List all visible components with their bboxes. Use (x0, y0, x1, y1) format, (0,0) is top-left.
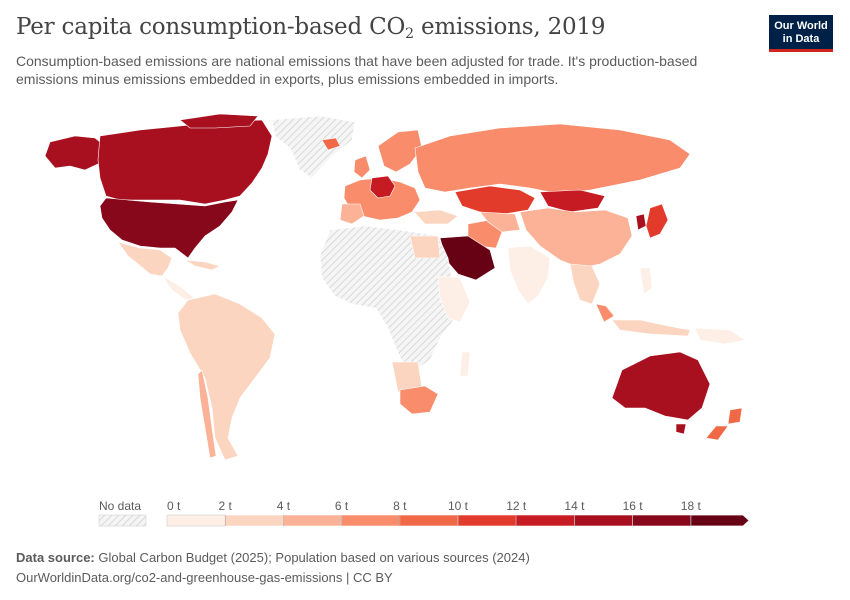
region-papua[interactable] (694, 327, 746, 345)
region-iceland[interactable] (321, 137, 341, 151)
region-russia[interactable] (414, 123, 691, 195)
legend-tick-label: 12 t (506, 499, 527, 513)
region-south-america[interactable] (177, 293, 276, 461)
region-united-states[interactable] (99, 197, 239, 259)
region-uk[interactable] (353, 155, 371, 179)
legend-tick-label: 14 t (564, 499, 585, 513)
legend-tick-label: 16 t (623, 499, 644, 513)
region-africa-east[interactable] (437, 275, 471, 323)
region-canada[interactable] (97, 119, 273, 205)
region-caribbean[interactable] (184, 259, 221, 271)
legend-bin-9[interactable] (690, 514, 750, 527)
region-indonesia[interactable] (611, 319, 691, 337)
legend-tick-label: 18 t (681, 499, 702, 513)
legend-no-data-swatch (98, 514, 147, 527)
legend-bin-4[interactable] (399, 514, 459, 527)
region-mongolia[interactable] (539, 189, 606, 213)
region-africa-north[interactable] (319, 225, 463, 369)
color-legend: No data 0 t 2 t 4 t 6 t 8 t 10 t 12 t 14 t 16 t 1… (98, 499, 750, 527)
region-south-africa[interactable] (399, 385, 439, 415)
legend-tick-label: 6 t (335, 499, 349, 513)
legend-bin-2[interactable] (283, 514, 342, 527)
source-url-link[interactable]: OurWorldinData.org/co2-and-greenhouse-ga… (16, 570, 343, 585)
legend-tick-label: 8 t (393, 499, 407, 513)
legend-bin-8[interactable] (632, 514, 692, 527)
region-alaska[interactable] (44, 135, 106, 171)
legend-tick-label: 0 t (167, 499, 181, 513)
region-australia[interactable] (611, 351, 711, 421)
legend-bin-1[interactable] (224, 514, 284, 527)
footer: Data source: Global Carbon Budget (2025)… (16, 548, 530, 588)
region-kazakhstan[interactable] (454, 185, 536, 215)
legend-bin-0[interactable] (166, 514, 226, 527)
region-southeast-asia[interactable] (569, 263, 601, 305)
legend-bin-3[interactable] (341, 514, 401, 527)
legend-bin-5[interactable] (457, 514, 517, 527)
region-china[interactable] (519, 207, 633, 269)
region-central-asia[interactable] (479, 211, 521, 233)
region-south-korea[interactable] (635, 213, 647, 231)
legend-bin-6[interactable] (515, 514, 575, 527)
region-madagascar[interactable] (459, 351, 471, 377)
region-canada-islands[interactable] (179, 113, 259, 129)
region-japan[interactable] (645, 203, 669, 239)
region-turkey[interactable] (413, 209, 459, 225)
footer-links: OurWorldinData.org/co2-and-greenhouse-ga… (16, 570, 393, 585)
legend-bin-7[interactable] (574, 514, 633, 527)
region-egypt[interactable] (409, 235, 441, 259)
world-map (44, 113, 746, 461)
region-india[interactable] (507, 245, 551, 305)
legend-no-data-label: No data (99, 499, 141, 513)
region-chile[interactable] (197, 369, 217, 459)
region-central-america[interactable] (161, 275, 195, 301)
region-greenland[interactable] (271, 115, 356, 179)
region-iberia[interactable] (339, 203, 365, 225)
legend-tick-label: 2 t (219, 499, 233, 513)
region-tasmania[interactable] (675, 423, 687, 435)
chart-title: Per capita consumption-based CO2 emissio… (16, 14, 606, 42)
legend-tick-label: 4 t (277, 499, 291, 513)
region-germany[interactable] (369, 175, 396, 199)
logo-line-1: Our World (774, 20, 828, 32)
logo-line-2: in Data (782, 33, 820, 45)
region-mexico[interactable] (117, 241, 173, 277)
chart-subtitle: Consumption-based emissions are national… (16, 53, 698, 87)
region-malaysia[interactable] (595, 303, 615, 323)
legend-tick-label: 10 t (448, 499, 469, 513)
data-source: Data source: Global Carbon Budget (2025)… (16, 550, 530, 565)
region-philippines[interactable] (639, 267, 653, 295)
owid-logo[interactable]: Our World in Data (769, 15, 833, 52)
region-new-zealand[interactable] (705, 407, 743, 441)
